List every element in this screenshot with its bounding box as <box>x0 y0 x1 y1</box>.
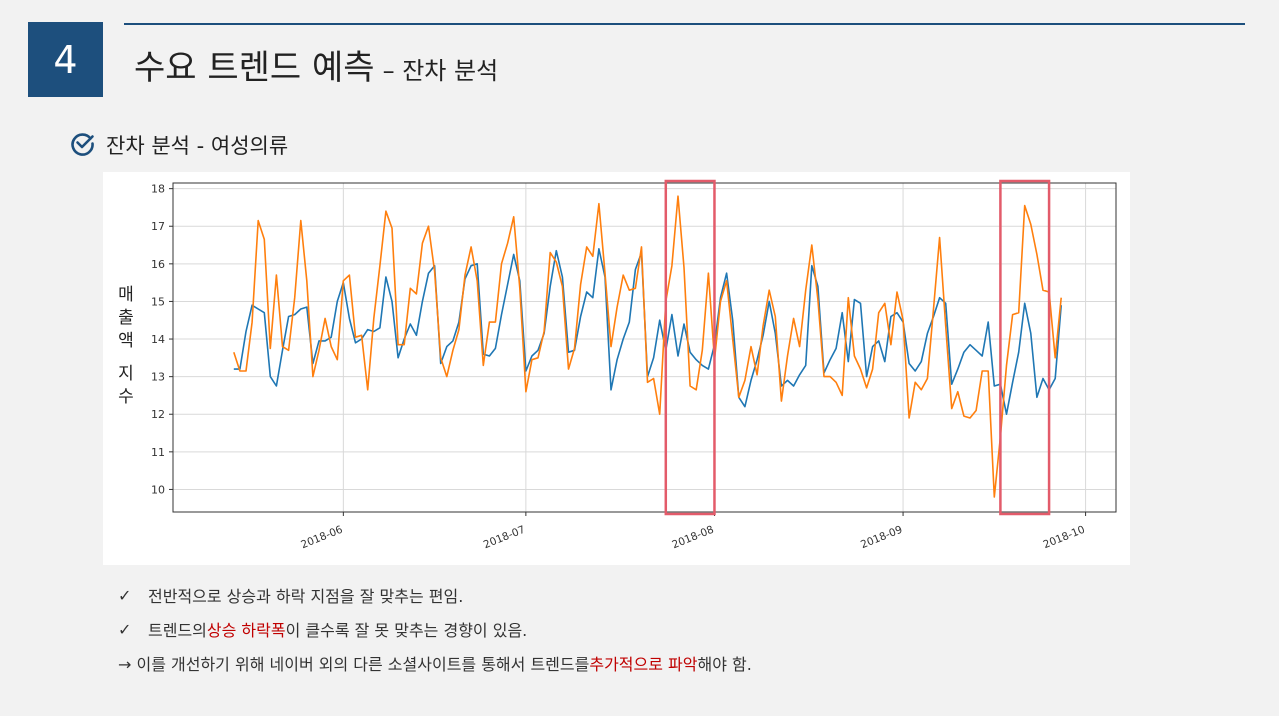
note-item: ✓ 전반적으로 상승과 하락 지점을 잘 맞추는 편임. <box>118 578 752 612</box>
checkmark-icon: ✓ <box>118 619 132 639</box>
note-text: 트렌드의 <box>148 621 207 640</box>
checkmark-icon: ✓ <box>118 585 132 605</box>
y-tick-label: 13 <box>151 371 165 384</box>
header-rule <box>124 23 1245 25</box>
y-axis-label: 매 출 액 지 수 <box>115 284 137 409</box>
y-axis-label-line1: 매 출 액 <box>118 285 134 351</box>
y-axis-label-line2: 지 수 <box>118 364 134 407</box>
section-heading-label: 잔차 분석 - 여성의류 <box>106 134 289 158</box>
highlight-box <box>664 179 716 516</box>
note-text: 전반적으로 상승과 하락 지점을 잘 맞추는 편임. <box>148 587 464 606</box>
note-highlight: 추가적으로 파악 <box>589 655 698 674</box>
x-tick-label: 2018-08 <box>670 524 715 552</box>
check-circle-icon <box>70 130 96 160</box>
note-item: → 이를 개선하기 위해 네이버 외의 다른 소셜사이트를 통해서 트렌드를 추… <box>118 646 752 680</box>
note-text: 해야 함. <box>697 655 752 674</box>
note-item: ✓ 트렌드의 상승 하락폭 이 클수록 잘 못 맞추는 경향이 있음. <box>118 612 752 646</box>
residual-chart: 매 출 액 지 수 10 11 12 13 14 15 16 17 18 2018-06 2018-… <box>103 172 1130 565</box>
y-tick-label: 16 <box>151 258 165 271</box>
series-line-1 <box>233 195 1062 498</box>
section-heading: 잔차 분석 - 여성의류 <box>70 130 288 160</box>
y-tick-label: 17 <box>151 220 165 233</box>
notes-list: ✓ 전반적으로 상승과 하락 지점을 잘 맞추는 편임. ✓ 트렌드의 상승 하락폭 이… <box>118 578 752 680</box>
y-tick-label: 14 <box>151 333 165 346</box>
y-tick-label: 15 <box>151 295 165 308</box>
x-tick-label: 2018-09 <box>859 524 904 552</box>
highlight-box <box>999 179 1051 516</box>
section-number: 4 <box>53 37 78 82</box>
y-tick-label: 12 <box>151 408 165 421</box>
x-tick-label: 2018-06 <box>299 524 344 552</box>
note-text: → 이를 개선하기 위해 네이버 외의 다른 소셜사이트를 통해서 트렌드를 <box>118 655 590 674</box>
x-tick-label: 2018-07 <box>482 524 527 552</box>
page-title-main: 수요 트렌드 예측 <box>134 48 375 88</box>
note-text: 이 클수록 잘 못 맞추는 경향이 있음. <box>285 621 528 640</box>
y-tick-label: 10 <box>151 483 165 496</box>
chart-canvas: 10 11 12 13 14 15 16 17 18 2018-06 2018-07 2018-08 2… <box>151 179 1117 552</box>
plot-frame <box>172 182 1117 513</box>
y-tick-label: 11 <box>151 446 165 459</box>
x-tick-label: 2018-10 <box>1042 524 1087 552</box>
page-subtitle: – 잔차 분석 <box>382 57 499 85</box>
section-number-box: 4 <box>28 22 103 97</box>
note-highlight: 상승 하락폭 <box>206 621 286 640</box>
page-title: 수요 트렌드 예측 – 잔차 분석 <box>134 40 499 88</box>
y-tick-label: 18 <box>151 183 165 196</box>
